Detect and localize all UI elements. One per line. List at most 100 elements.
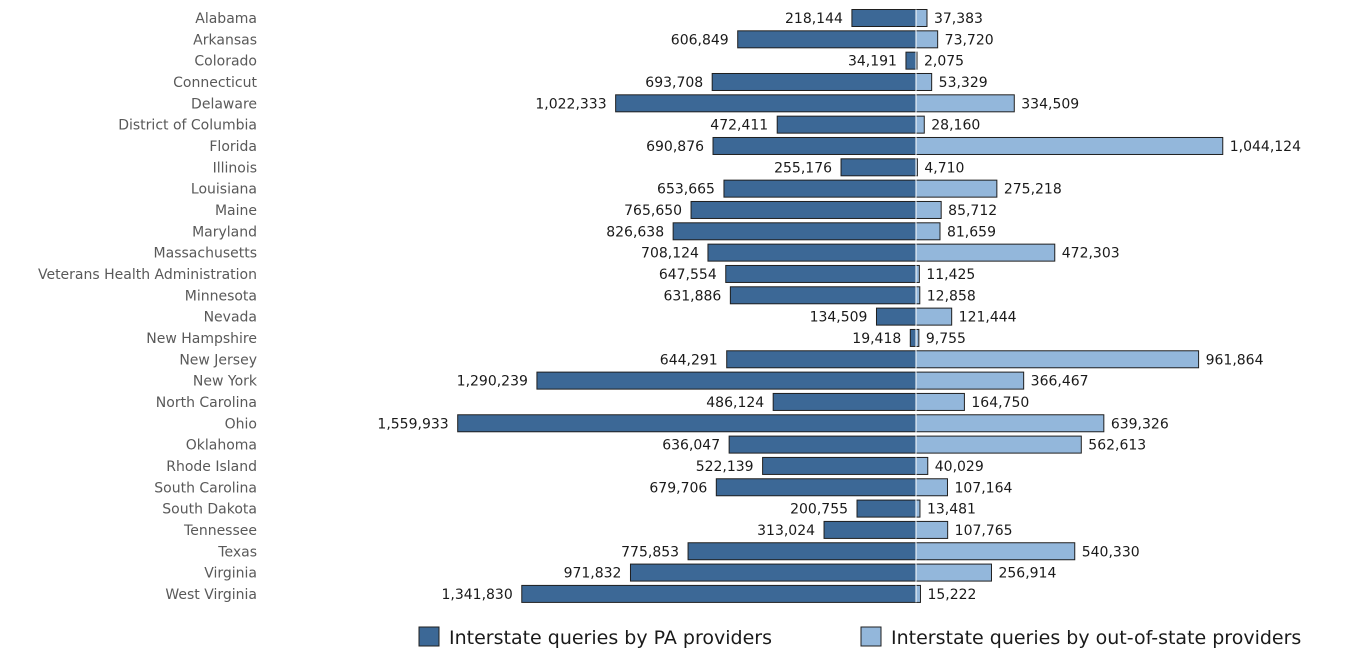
state-label: New Hampshire: [146, 331, 257, 347]
bar-out-of-state: [915, 435, 1082, 454]
legend-label-out-of-state: Interstate queries by out-of-state provi…: [891, 627, 1301, 649]
pa-providers-bars: [457, 9, 917, 603]
value-label-out-of-state: 73,720: [945, 32, 994, 48]
state-label: Rhode Island: [166, 459, 257, 475]
legend: Interstate queries by PA providers Inter…: [418, 626, 1301, 649]
bar-out-of-state: [915, 115, 925, 134]
bar-pa-providers: [629, 563, 917, 582]
value-label-out-of-state: 12,858: [927, 288, 976, 304]
bar-pa-providers: [840, 158, 917, 177]
bar-out-of-state: [915, 307, 953, 326]
value-label-pa-providers: 679,706: [649, 480, 707, 496]
legend-swatch-pa-providers: [418, 626, 440, 647]
bar-out-of-state: [915, 9, 928, 27]
value-label-pa-providers: 690,876: [646, 139, 704, 155]
state-label: Louisiana: [191, 182, 257, 198]
state-label: Massachusetts: [154, 246, 257, 262]
bar-out-of-state: [915, 478, 948, 497]
value-label-out-of-state: 334,509: [1021, 96, 1079, 112]
value-label-pa-providers: 1,022,333: [535, 96, 606, 112]
bar-out-of-state: [915, 520, 949, 539]
bar-pa-providers: [687, 542, 917, 561]
state-label: Minnesota: [185, 288, 257, 304]
value-label-out-of-state: 81,659: [947, 224, 996, 240]
bar-out-of-state: [915, 30, 939, 49]
value-label-out-of-state: 961,864: [1206, 352, 1264, 368]
state-label: Florida: [209, 139, 257, 155]
value-label-pa-providers: 631,886: [663, 288, 721, 304]
value-label-out-of-state: 164,750: [971, 395, 1029, 411]
bar-pa-providers: [823, 520, 917, 539]
legend-label-pa-providers: Interstate queries by PA providers: [449, 627, 772, 649]
value-label-pa-providers: 1,559,933: [377, 416, 448, 432]
bar-pa-providers: [909, 328, 917, 347]
value-label-out-of-state: 53,329: [939, 75, 988, 91]
value-label-pa-providers: 647,554: [659, 267, 717, 283]
value-label-out-of-state: 2,075: [924, 54, 964, 70]
bar-out-of-state: [915, 179, 998, 198]
bar-out-of-state: [915, 392, 965, 411]
bar-out-of-state: [915, 414, 1105, 433]
value-label-pa-providers: 255,176: [774, 160, 832, 176]
value-label-out-of-state: 28,160: [931, 118, 980, 134]
bar-out-of-state: [915, 222, 941, 241]
bar-pa-providers: [726, 350, 917, 369]
value-label-out-of-state: 256,914: [998, 566, 1056, 582]
value-label-pa-providers: 19,418: [852, 331, 901, 347]
state-label: Oklahoma: [186, 438, 257, 454]
value-label-pa-providers: 200,755: [790, 502, 848, 518]
value-label-pa-providers: 636,047: [662, 438, 720, 454]
state-label: Maine: [215, 203, 257, 219]
value-label-pa-providers: 826,638: [606, 224, 664, 240]
bar-out-of-state: [915, 286, 921, 305]
state-label: Connecticut: [173, 75, 257, 91]
state-label: South Dakota: [162, 502, 257, 518]
value-label-out-of-state: 275,218: [1004, 182, 1062, 198]
value-label-out-of-state: 639,326: [1111, 416, 1169, 432]
bar-pa-providers: [776, 115, 917, 134]
value-label-out-of-state: 366,467: [1031, 374, 1089, 390]
value-label-pa-providers: 472,411: [710, 118, 768, 134]
bar-pa-providers: [772, 392, 917, 411]
bar-out-of-state: [915, 350, 1200, 369]
state-label: Ohio: [225, 416, 257, 432]
bar-pa-providers: [521, 584, 917, 603]
state-label: Veterans Health Administration: [38, 267, 257, 283]
bar-pa-providers: [536, 371, 917, 390]
value-label-pa-providers: 522,139: [696, 459, 754, 475]
bar-pa-providers: [615, 94, 917, 113]
bar-pa-providers: [729, 286, 917, 305]
state-label: Delaware: [191, 96, 257, 112]
bar-pa-providers: [672, 222, 917, 241]
bar-out-of-state: [915, 243, 1056, 262]
bar-pa-providers: [725, 264, 917, 283]
bar-pa-providers: [690, 200, 917, 219]
bar-pa-providers: [875, 307, 917, 326]
value-label-out-of-state: 1,044,124: [1230, 139, 1301, 155]
value-label-pa-providers: 708,124: [641, 246, 699, 262]
bar-pa-providers: [762, 456, 917, 475]
state-label: West Virginia: [165, 587, 257, 603]
value-label-pa-providers: 1,290,239: [457, 374, 528, 390]
bar-out-of-state: [915, 456, 929, 475]
legend-swatch-out-of-state: [860, 626, 882, 647]
state-label: Nevada: [204, 310, 257, 326]
bar-pa-providers: [723, 179, 917, 198]
state-label: Maryland: [192, 224, 257, 240]
bar-out-of-state: [915, 371, 1025, 390]
bar-pa-providers: [712, 136, 917, 155]
bar-out-of-state: [915, 94, 1015, 113]
value-label-out-of-state: 85,712: [948, 203, 997, 219]
value-label-pa-providers: 486,124: [706, 395, 764, 411]
state-label: Tennessee: [183, 523, 257, 539]
bar-pa-providers: [905, 51, 917, 70]
value-label-out-of-state: 472,303: [1062, 246, 1120, 262]
bar-pa-providers: [711, 72, 917, 91]
value-label-pa-providers: 775,853: [621, 544, 679, 560]
out-of-state-value-labels: 37,383 73,720 2,075 53,329 334,509 28,160 1,04…: [924, 11, 1301, 603]
value-label-pa-providers: 1,341,830: [442, 587, 513, 603]
state-label: New York: [193, 374, 258, 390]
value-label-out-of-state: 540,330: [1082, 544, 1140, 560]
